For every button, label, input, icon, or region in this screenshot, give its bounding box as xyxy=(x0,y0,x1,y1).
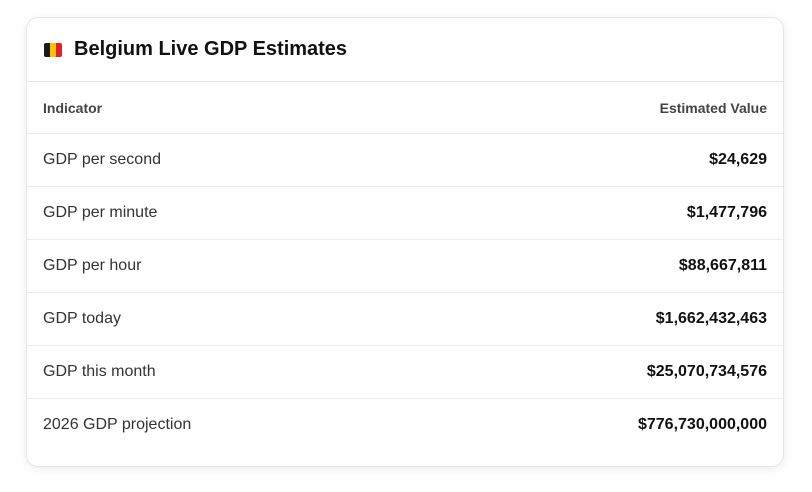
indicator: GDP today xyxy=(27,292,427,346)
estimated-value: $1,477,796 xyxy=(426,186,783,240)
indicator: GDP per second xyxy=(27,133,427,187)
estimated-value: $88,667,811 xyxy=(426,239,783,293)
table-row: GDP per second $24,629 xyxy=(27,133,783,187)
table-row: GDP this month $25,070,734,576 xyxy=(27,345,783,399)
belgium-flag-icon xyxy=(44,42,62,57)
indicator: 2026 GDP projection xyxy=(43,416,192,433)
gdp-table: Indicator Estimated Value GDP per second $… xyxy=(27,82,783,451)
card-title: Belgium Live GDP Estimates xyxy=(74,38,348,60)
indicator: GDP per minute xyxy=(27,186,427,240)
table-row: GDP per minute $1,477,796 xyxy=(27,186,783,240)
column-header: Indicator xyxy=(27,82,427,134)
gdp-card: Belgium Live GDP Estimates Indicator Esti… xyxy=(26,17,784,467)
table-row: GDP per hour $88,667,811 xyxy=(27,239,783,293)
estimated-value: $776,730,000,000 xyxy=(637,416,767,433)
header-row: Indicator Estimated Value xyxy=(27,82,783,134)
column-header: Estimated Value xyxy=(426,82,783,134)
estimated-value: $1,662,432,463 xyxy=(426,292,783,346)
table-body: GDP per second $24,629 GDP per minute $1,47… xyxy=(27,133,783,452)
estimated-value: $25,070,734,576 xyxy=(426,345,783,399)
table-row: GDP today $1,662,432,463 xyxy=(27,292,783,346)
card-header: Belgium Live GDP Estimates xyxy=(27,18,783,82)
indicator: GDP this month xyxy=(27,345,427,399)
indicator: GDP per hour xyxy=(27,239,427,293)
estimated-value: $24,629 xyxy=(426,133,783,187)
table-row: 2026 GDP projection $776,730,000,000 xyxy=(27,399,783,452)
